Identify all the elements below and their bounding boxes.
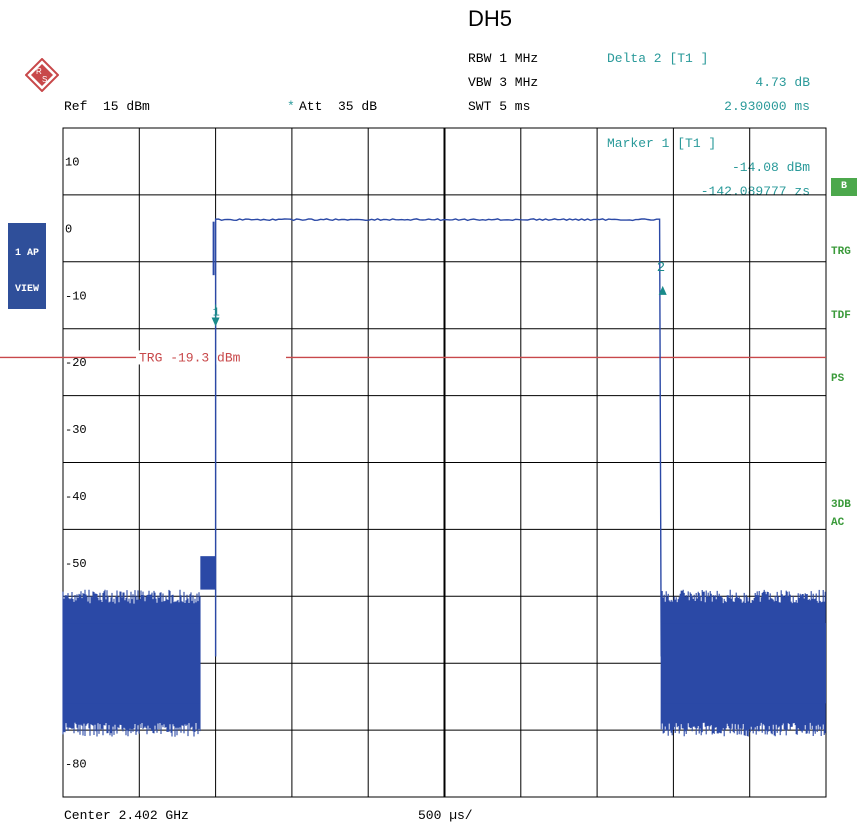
y-tick-label: -50 [65, 557, 87, 571]
pulse-trace [214, 218, 662, 657]
vbw-readout: VBW 3 MHz [468, 75, 539, 90]
trace-mode-badge: 1 AP VIEW [8, 223, 46, 309]
noise-band-right-core [661, 623, 826, 704]
center-frequency: Center 2.402 GHz [64, 808, 189, 823]
y-tick-label-bg [64, 555, 86, 570]
y-tick-label-bg [64, 221, 86, 236]
chart-title: DH5 [467, 6, 512, 31]
marker1-value: -14.08 dBm [731, 160, 810, 175]
sweep-time-readout: SWT 5 ms [468, 99, 531, 114]
y-tick-label-bg [64, 154, 86, 169]
span-per-division: 500 µs/ [418, 808, 473, 823]
y-tick-label-bg [64, 488, 86, 503]
reference-level: Ref 15 dBm [64, 99, 150, 114]
y-tick-label-bg [64, 422, 86, 437]
y-tick-label: 10 [65, 155, 79, 169]
delta-marker-value: 4.73 dB [755, 75, 810, 90]
marker-2-label: 2 [657, 260, 665, 276]
trigger-label-bg [136, 350, 286, 365]
attenuation-readout: Att 35 dB [299, 99, 378, 114]
marker-2-triangle [658, 285, 667, 295]
ps-indicator: PS [831, 373, 845, 385]
rbw-readout: RBW 1 MHz [468, 51, 539, 66]
trg-indicator: TRG [831, 246, 851, 258]
trace-mode-line2: VIEW [14, 284, 39, 295]
noise-band-left-core [63, 623, 201, 704]
delta-marker-label: Delta 2 [T1 ] [607, 51, 709, 66]
svg-text:S: S [42, 75, 47, 84]
marker-1-triangle [211, 317, 220, 327]
y-tick-label: -30 [65, 423, 87, 437]
rs-logo: R S [6, 40, 60, 93]
y-tick-label: 0 [65, 222, 72, 236]
tdf-indicator: TDF [831, 310, 851, 322]
y-tick-label-bg [64, 355, 86, 370]
y-tick-label: -10 [65, 289, 87, 303]
b-badge: B [831, 178, 857, 196]
y-tick-label: -40 [65, 490, 87, 504]
y-tick-label: -20 [65, 356, 87, 370]
attenuation-flag: * [287, 99, 295, 114]
trigger-level-label: TRG -19.3 dBm [139, 350, 241, 365]
svg-text:R: R [36, 67, 42, 76]
ac-indicator: AC [831, 517, 845, 529]
trace-mode-line1: 1 AP [14, 248, 39, 259]
3db-indicator: 3DB [831, 499, 851, 511]
y-tick-label: -80 [65, 758, 87, 772]
delta-marker-time: 2.930000 ms [724, 99, 810, 114]
preamble-burst [200, 556, 216, 590]
y-tick-label-bg [64, 756, 86, 771]
marker1-label: Marker 1 [T1 ] [607, 136, 717, 151]
marker-1-label: 1 [213, 306, 220, 320]
y-tick-label-bg [64, 288, 86, 303]
